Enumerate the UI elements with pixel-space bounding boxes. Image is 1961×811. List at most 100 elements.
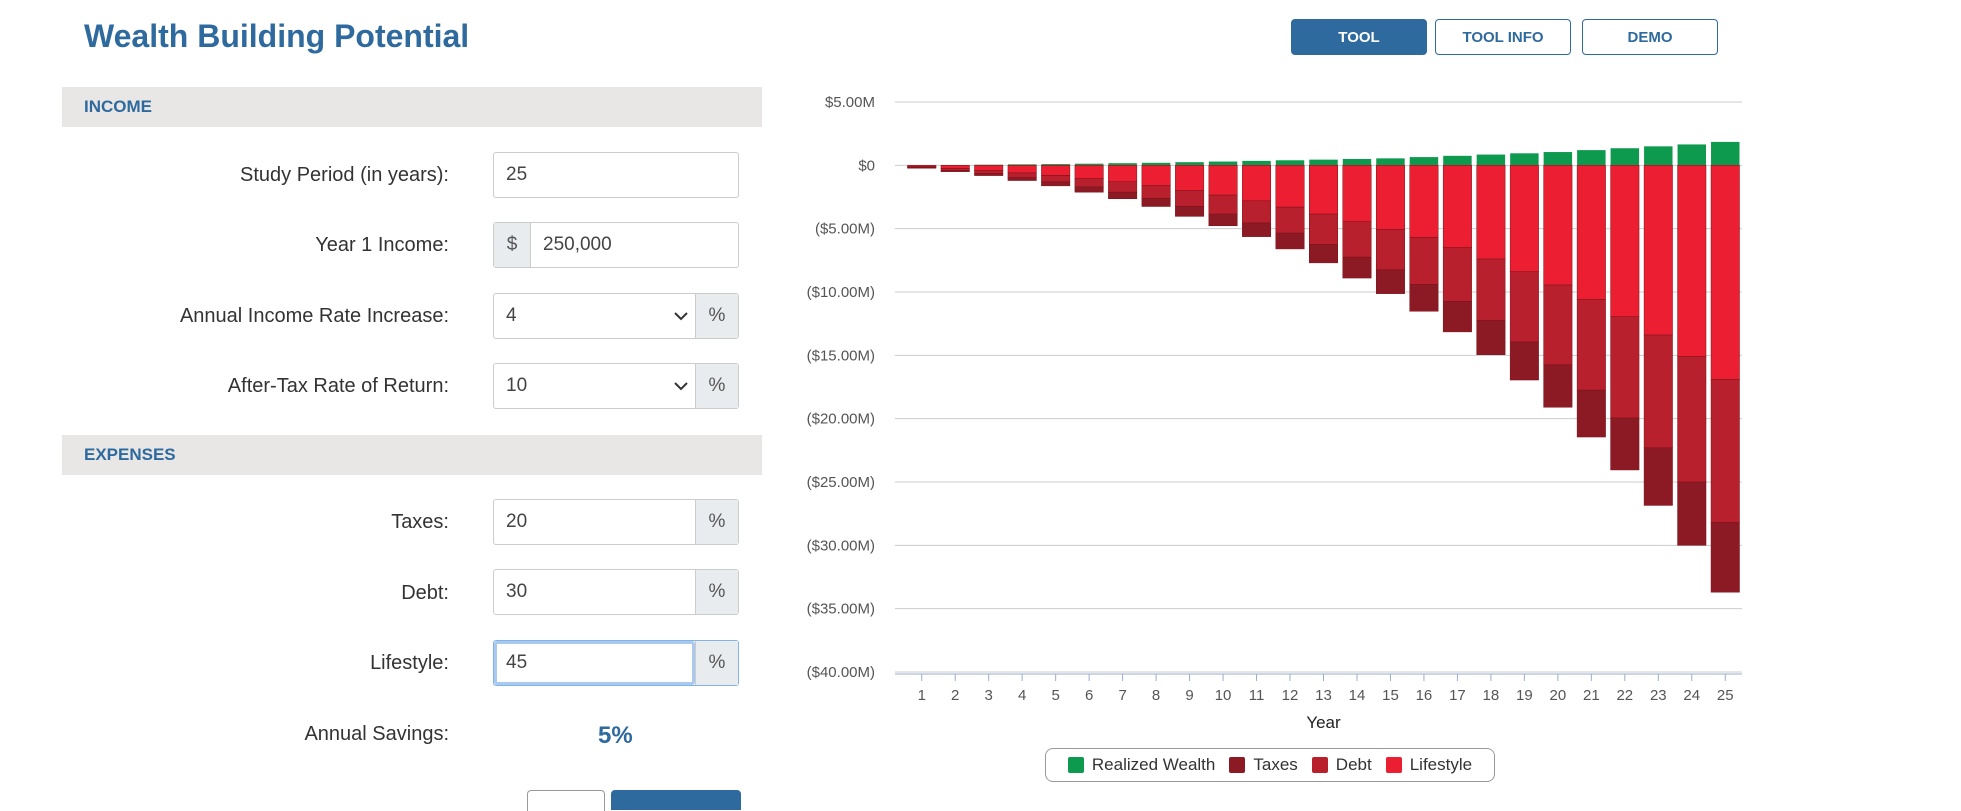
x-tick-label: 8 <box>1152 687 1160 704</box>
x-tick-label: 24 <box>1683 687 1700 704</box>
bar-lifestyle <box>1576 165 1606 300</box>
x-tick-label: 21 <box>1583 687 1600 704</box>
x-tick-label: 6 <box>1085 687 1093 704</box>
primary-action-button[interactable] <box>611 790 741 810</box>
debt-input[interactable]: 30 % <box>493 569 739 615</box>
bar-realized-wealth <box>1074 163 1104 166</box>
bar-taxes <box>1141 198 1171 207</box>
bar-taxes <box>1275 232 1305 250</box>
bar-lifestyle <box>1375 165 1405 230</box>
expenses-section-header: EXPENSES <box>62 435 762 475</box>
bar-lifestyle <box>1543 165 1573 286</box>
y-tick-label: ($20.00M) <box>807 411 875 428</box>
return-rate-value[interactable]: 10 <box>506 375 528 396</box>
bar-debt <box>1208 194 1238 215</box>
bar-lifestyle <box>1108 165 1138 183</box>
x-axis-title: Year <box>1306 713 1341 732</box>
bar-realized-wealth <box>1275 160 1305 166</box>
taxes-input[interactable]: 20 % <box>493 499 739 545</box>
y-tick-label: ($25.00M) <box>807 474 875 491</box>
bar-realized-wealth <box>1443 155 1472 166</box>
bar-realized-wealth <box>1041 164 1070 166</box>
bar-debt <box>1643 334 1673 449</box>
x-tick-label: 12 <box>1282 687 1299 704</box>
bar-lifestyle <box>1509 165 1539 272</box>
lifestyle-label: Lifestyle: <box>370 652 449 674</box>
year1-income-input[interactable]: $ 250,000 <box>493 222 739 268</box>
bar-debt <box>1108 181 1138 193</box>
y-tick-label: ($30.00M) <box>807 537 875 554</box>
x-tick-label: 19 <box>1516 687 1533 704</box>
bar-taxes <box>1543 364 1573 408</box>
legend-label: Lifestyle <box>1409 755 1473 774</box>
percent-addon: % <box>695 364 738 408</box>
tool-tab-button[interactable]: TOOL <box>1291 19 1427 55</box>
legend-item-taxes[interactable]: Taxes <box>1229 755 1298 775</box>
year1-income-value[interactable]: 250,000 <box>543 234 612 255</box>
page-title: Wealth Building Potential <box>84 18 470 54</box>
chevron-down-icon[interactable] <box>667 364 695 408</box>
bar-debt <box>1242 200 1272 224</box>
bar-debt <box>1543 284 1573 366</box>
income-rate-label: Annual Income Rate Increase: <box>179 305 449 327</box>
bar-lifestyle <box>1409 165 1439 238</box>
bar-debt <box>1074 178 1104 188</box>
y-tick-label: ($5.00M) <box>815 221 875 238</box>
x-tick-label: 1 <box>918 687 926 704</box>
demo-tab-button[interactable]: DEMO <box>1582 19 1718 55</box>
income-rate-value[interactable]: 4 <box>506 305 517 326</box>
bar-taxes <box>1409 284 1439 312</box>
bar-debt <box>1442 247 1472 302</box>
dollar-prefix: $ <box>494 223 531 267</box>
income-rate-select[interactable]: 4 % <box>493 293 739 339</box>
bar-taxes <box>974 173 1004 176</box>
bar-debt <box>1141 185 1171 199</box>
legend-item-lifestyle[interactable]: Lifestyle <box>1385 755 1473 775</box>
x-tick-label: 11 <box>1249 687 1265 704</box>
debt-label: Debt: <box>401 582 449 604</box>
bar-realized-wealth <box>1376 158 1405 166</box>
x-tick-label: 23 <box>1650 687 1667 704</box>
bar-realized-wealth <box>1208 161 1238 166</box>
bar-debt <box>1409 237 1439 285</box>
bar-taxes <box>1610 417 1640 471</box>
lifestyle-value[interactable]: 45 <box>494 641 695 685</box>
legend-label: Realized Wealth <box>1091 755 1216 774</box>
bar-realized-wealth <box>1141 162 1171 166</box>
return-rate-select[interactable]: 10 % <box>493 363 739 409</box>
legend-swatch <box>1385 757 1402 773</box>
bar-lifestyle <box>1710 165 1740 380</box>
chevron-down-icon[interactable] <box>667 294 695 338</box>
taxes-value[interactable]: 20 <box>506 511 528 532</box>
bar-taxes <box>1677 481 1707 546</box>
lifestyle-input[interactable]: 45 % <box>493 640 739 686</box>
bar-lifestyle <box>1476 165 1506 260</box>
secondary-action-button[interactable] <box>527 790 605 811</box>
bar-taxes <box>1442 301 1472 333</box>
bar-lifestyle <box>1074 165 1104 179</box>
bar-realized-wealth <box>1610 148 1640 166</box>
legend-item-debt[interactable]: Debt <box>1311 755 1372 775</box>
bar-debt <box>1710 379 1740 523</box>
study-period-input[interactable]: 25 <box>493 152 739 198</box>
bar-lifestyle <box>1041 165 1071 176</box>
wealth-chart: $5.00M $0 ($5.00M) ($10.00M) ($15.00M) ($20.0… <box>807 94 1742 732</box>
bar-realized-wealth <box>1309 159 1338 166</box>
legend-item-realized-wealth[interactable]: Realized Wealth <box>1067 755 1216 775</box>
legend-swatch <box>1067 757 1084 773</box>
bar-realized-wealth <box>1543 152 1573 166</box>
bar-realized-wealth <box>1510 153 1539 166</box>
bar-taxes <box>1175 206 1205 217</box>
x-tick-label: 2 <box>951 687 959 704</box>
bar-debt <box>1175 190 1205 207</box>
bar-taxes <box>1041 181 1071 187</box>
x-tick-label: 4 <box>1018 687 1026 704</box>
debt-value[interactable]: 30 <box>506 581 528 602</box>
bar-taxes <box>1710 522 1740 593</box>
bar-taxes <box>1007 177 1037 181</box>
tool-info-tab-button[interactable]: TOOL INFO <box>1435 19 1571 55</box>
bar-taxes <box>1375 269 1405 294</box>
study-period-value[interactable]: 25 <box>506 164 528 185</box>
y-tick-label: ($10.00M) <box>807 284 875 301</box>
annual-savings-label: Annual Savings: <box>304 723 449 745</box>
